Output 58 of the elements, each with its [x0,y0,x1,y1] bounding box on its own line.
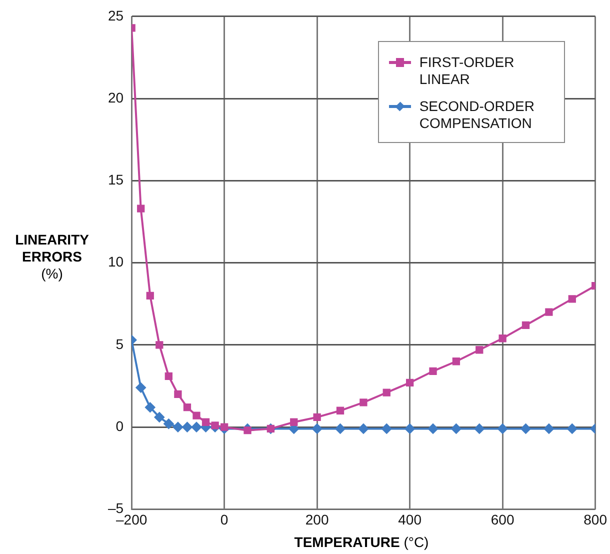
point [382,424,392,434]
point [220,423,228,431]
y-tick-label: 15 [108,172,124,188]
x-axis-title: TEMPERATURE (°C) [294,534,429,550]
point [451,424,462,434]
point [452,358,460,366]
point [404,424,415,434]
point [174,390,182,398]
point [358,424,368,434]
point [429,367,437,376]
point [568,295,576,303]
point [567,424,578,434]
point [406,378,414,387]
x-tick-label: 800 [584,511,608,528]
point [211,422,219,430]
point [191,422,202,432]
point [520,424,531,434]
point [336,406,344,414]
point [474,424,484,434]
y-axis-title: LINEARITY ERRORS (%) [15,232,90,282]
point [164,418,174,429]
point [154,412,164,422]
point [164,372,172,380]
y-tick-label: 0 [116,418,124,434]
point [312,424,322,434]
x-tick-label: 200 [305,511,329,528]
point [544,424,554,434]
y-tick-label: 25 [108,7,124,24]
point [382,388,390,396]
point [182,422,192,432]
legend-label: SECOND-ORDER COMPENSATION [419,98,536,132]
y-tick-label: –5 [108,500,124,516]
point [156,341,164,349]
y-tick-label: 10 [108,254,124,270]
point [498,334,506,342]
point [202,418,210,426]
point [290,418,298,426]
legend-label: FIRST-ORDER LINEAR [419,54,516,88]
point [172,422,183,432]
point [146,292,154,300]
point [136,382,146,393]
point [192,412,200,420]
y-tick-label: 5 [116,336,124,352]
point [498,424,508,434]
x-tick-label: 400 [398,511,422,528]
point [183,404,192,412]
point [335,424,346,434]
x-tick-label: 600 [490,511,514,528]
x-tick-label: 0 [220,511,228,528]
point [360,398,368,406]
point [313,413,321,422]
point [476,346,484,354]
point [145,402,156,412]
point [522,321,530,330]
point [545,308,553,316]
y-tick-label: 20 [108,89,124,106]
point [137,204,145,212]
point [428,424,438,434]
